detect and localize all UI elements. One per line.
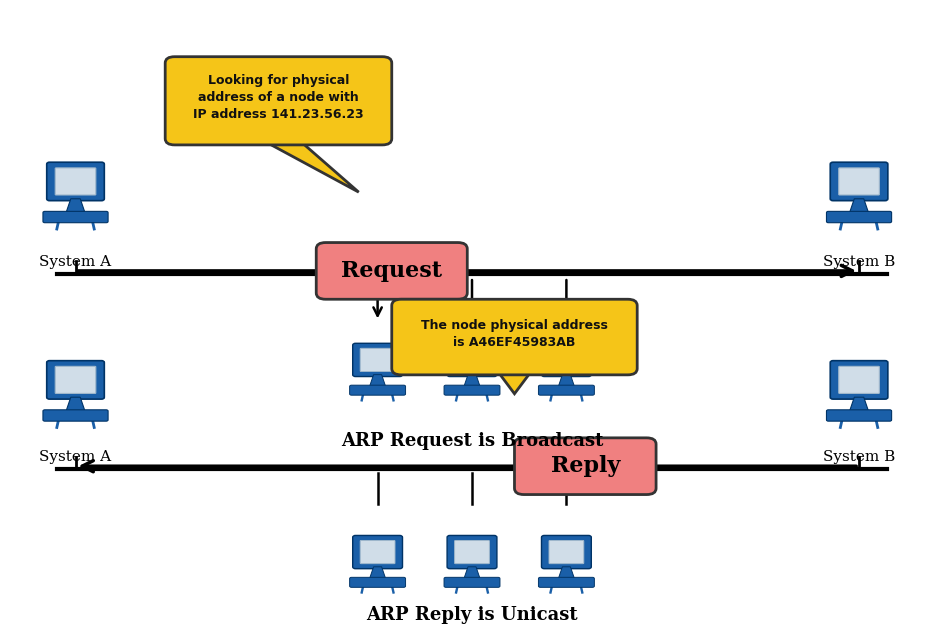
Text: ARP Request is Broadcast: ARP Request is Broadcast — [341, 432, 603, 450]
Polygon shape — [850, 398, 868, 411]
FancyBboxPatch shape — [47, 360, 104, 399]
Text: System B: System B — [823, 450, 895, 464]
FancyBboxPatch shape — [455, 541, 489, 564]
Polygon shape — [261, 131, 295, 137]
FancyBboxPatch shape — [444, 577, 500, 587]
FancyBboxPatch shape — [43, 212, 108, 223]
Polygon shape — [464, 567, 480, 578]
Polygon shape — [260, 139, 359, 192]
FancyBboxPatch shape — [455, 348, 489, 372]
FancyBboxPatch shape — [361, 541, 395, 564]
FancyBboxPatch shape — [353, 536, 402, 569]
FancyBboxPatch shape — [349, 577, 406, 587]
FancyBboxPatch shape — [827, 212, 891, 223]
Polygon shape — [496, 369, 533, 394]
FancyBboxPatch shape — [839, 168, 880, 195]
FancyBboxPatch shape — [55, 367, 96, 393]
FancyBboxPatch shape — [43, 410, 108, 421]
Polygon shape — [66, 199, 85, 213]
Text: The node physical address
is A46EF45983AB: The node physical address is A46EF45983A… — [421, 319, 608, 349]
Polygon shape — [464, 375, 480, 386]
FancyBboxPatch shape — [831, 163, 888, 200]
FancyBboxPatch shape — [353, 343, 402, 377]
Polygon shape — [559, 375, 574, 386]
FancyBboxPatch shape — [316, 243, 467, 299]
Polygon shape — [850, 199, 868, 213]
Polygon shape — [370, 375, 386, 386]
FancyBboxPatch shape — [542, 536, 591, 569]
FancyBboxPatch shape — [542, 343, 591, 377]
FancyBboxPatch shape — [361, 348, 395, 372]
Polygon shape — [559, 567, 574, 578]
FancyBboxPatch shape — [514, 438, 656, 495]
FancyBboxPatch shape — [549, 348, 583, 372]
Text: System A: System A — [40, 255, 111, 269]
Polygon shape — [370, 567, 386, 578]
FancyBboxPatch shape — [47, 163, 104, 200]
FancyBboxPatch shape — [549, 541, 583, 564]
FancyBboxPatch shape — [55, 168, 96, 195]
Polygon shape — [497, 361, 531, 367]
FancyBboxPatch shape — [349, 385, 406, 395]
FancyBboxPatch shape — [392, 299, 637, 375]
FancyBboxPatch shape — [827, 410, 891, 421]
Text: System B: System B — [823, 255, 895, 269]
Text: System A: System A — [40, 450, 111, 464]
FancyBboxPatch shape — [447, 536, 497, 569]
FancyBboxPatch shape — [447, 343, 497, 377]
Text: Request: Request — [342, 260, 442, 282]
Text: Looking for physical
address of a node with
IP address 141.23.56.23: Looking for physical address of a node w… — [194, 74, 363, 121]
FancyBboxPatch shape — [839, 367, 880, 393]
FancyBboxPatch shape — [165, 57, 392, 145]
Polygon shape — [66, 398, 85, 411]
FancyBboxPatch shape — [538, 385, 595, 395]
Text: Reply: Reply — [550, 455, 620, 477]
FancyBboxPatch shape — [831, 360, 888, 399]
FancyBboxPatch shape — [538, 577, 595, 587]
FancyBboxPatch shape — [444, 385, 500, 395]
Text: ARP Reply is Unicast: ARP Reply is Unicast — [366, 605, 578, 624]
